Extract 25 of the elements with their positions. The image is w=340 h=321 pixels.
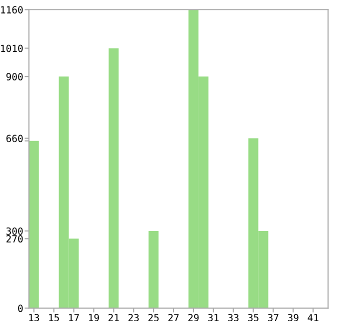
x-tick-label: 39 [288, 314, 298, 321]
x-tick-label: 41 [308, 314, 318, 321]
y-tick-label: 900 [6, 73, 23, 80]
y-tick-label: 660 [6, 134, 23, 142]
x-tick-label: 23 [128, 314, 139, 321]
x-tick-label: 35 [248, 314, 258, 321]
x-tick-label: 13 [29, 314, 40, 321]
x-tick-label: 31 [208, 314, 219, 321]
bar [108, 48, 119, 308]
x-tick-label: 17 [69, 314, 79, 321]
x-tick-label: 25 [148, 314, 159, 321]
bar [148, 230, 159, 308]
y-tick-label: 1160 [1, 6, 23, 14]
y-tick-label: 300 [6, 227, 23, 235]
y-tick-label: 1010 [1, 44, 23, 52]
x-tick-label: 37 [268, 314, 278, 321]
x-tick-label: 29 [188, 314, 199, 321]
bar [28, 140, 39, 308]
x-tick-label: 27 [168, 314, 179, 321]
y-tick-label: 270 [6, 235, 23, 243]
x-tick-label: 15 [49, 314, 59, 321]
y-tick-label: 0 [18, 304, 23, 312]
x-tick-label: 21 [108, 314, 119, 321]
x-tick-label: 19 [89, 314, 99, 321]
x-tick-label: 33 [228, 314, 238, 321]
